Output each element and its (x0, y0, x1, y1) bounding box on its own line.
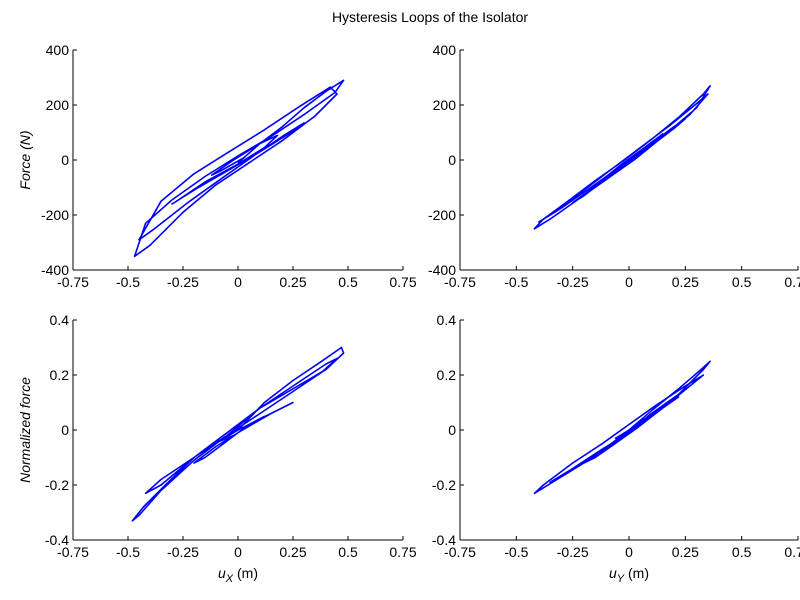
y-tick-label: 400 (433, 42, 457, 58)
y-tick-label: 400 (46, 42, 70, 58)
x-tick-label: 0 (234, 274, 242, 290)
x-tick-label: -0.5 (504, 274, 528, 290)
x-tick-label: -0.25 (557, 544, 589, 560)
x-tick-label: 0.5 (732, 544, 752, 560)
x-tick-label: 0.75 (389, 274, 416, 290)
y-tick-label: 0 (448, 422, 456, 438)
x-axis-label-sub: Y (617, 573, 625, 585)
y-axis-label: Force (N) (17, 130, 33, 189)
y-tick-label: 0.2 (437, 367, 457, 383)
panel-bottom-right: -0.75 -0.5 -0.25 0 0.25 0.5 0.75 -0.4 -0.2 0 0.2 0.… (432, 312, 800, 585)
x-tick-label: -0.75 (57, 274, 89, 290)
series-line-top-left (133, 79, 345, 258)
x-axis-label: uY (m) (609, 565, 649, 585)
y-tick-label: -200 (41, 207, 69, 223)
y-tick-label: 200 (433, 97, 457, 113)
x-tick-label: 0.5 (338, 274, 358, 290)
y-tick-label: 0.4 (437, 312, 457, 328)
x-tick-label: -0.25 (167, 274, 199, 290)
x-tick-label: 0.75 (389, 544, 416, 560)
y-tick-label: 0 (61, 422, 69, 438)
series-line-bottom-left (131, 346, 345, 522)
x-axis-label-main: u (609, 565, 617, 581)
y-tick-label: -400 (41, 262, 69, 278)
panels: -0.75 -0.5 -0.25 0 0.25 0.5 0.75 -400 -200 0 200 40… (17, 42, 800, 585)
x-tick-label: -0.75 (57, 544, 89, 560)
x-tick-label: -0.25 (557, 274, 589, 290)
y-tick-label: -0.2 (45, 477, 69, 493)
x-axis-label-unit: (m) (624, 565, 649, 581)
x-axis-label-sub: X (225, 573, 234, 585)
x-tick-label: -0.75 (444, 274, 476, 290)
series-line-bottom-right (533, 360, 711, 495)
x-tick-label: 0 (625, 274, 633, 290)
x-tick-label: -0.25 (167, 544, 199, 560)
y-tick-label: 0 (448, 152, 456, 168)
x-tick-label: 0 (625, 544, 633, 560)
x-tick-label: 0.5 (732, 274, 752, 290)
x-tick-label: 0.75 (784, 544, 800, 560)
y-tick-label: 0 (61, 152, 69, 168)
x-axis-label: uX (m) (218, 565, 258, 585)
x-tick-label: 0.25 (672, 544, 699, 560)
x-tick-label: 0.25 (279, 274, 306, 290)
y-tick-label: 200 (46, 97, 70, 113)
y-tick-label: 0.2 (50, 367, 70, 383)
x-tick-label: -0.5 (116, 544, 140, 560)
x-tick-label: -0.75 (444, 544, 476, 560)
y-tick-label: -0.4 (432, 532, 456, 548)
x-tick-label: 0 (234, 544, 242, 560)
y-tick-label: -400 (428, 262, 456, 278)
x-tick-label: 0.25 (672, 274, 699, 290)
x-tick-label: -0.5 (504, 544, 528, 560)
series-line-top-right (533, 85, 711, 230)
x-axis-label-main: u (218, 565, 226, 581)
panel-top-right: -0.75 -0.5 -0.25 0 0.25 0.5 0.75 -400 -200 0 200 40… (428, 42, 800, 290)
x-tick-label: 0.25 (279, 544, 306, 560)
y-tick-label: -0.4 (45, 532, 69, 548)
x-tick-label: 0.5 (338, 544, 358, 560)
x-tick-label: 0.75 (784, 274, 800, 290)
x-tick-label: -0.5 (116, 274, 140, 290)
panel-bottom-left: -0.75 -0.5 -0.25 0 0.25 0.5 0.75 -0.4 -0.2 0 0.2 0.… (17, 312, 417, 585)
figure-title: Hysteresis Loops of the Isolator (332, 9, 528, 25)
y-tick-label: -0.2 (432, 477, 456, 493)
y-tick-label: 0.4 (50, 312, 70, 328)
panel-top-left: -0.75 -0.5 -0.25 0 0.25 0.5 0.75 -400 -200 0 200 40… (17, 42, 417, 290)
y-axis-label: Normalized force (17, 377, 33, 483)
y-tick-label: -200 (428, 207, 456, 223)
x-axis-label-unit: (m) (233, 565, 258, 581)
